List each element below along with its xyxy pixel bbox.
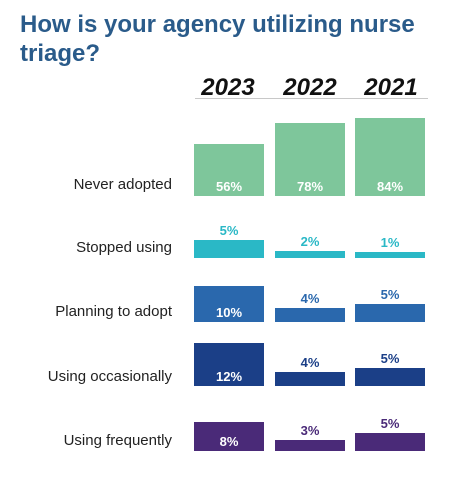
bar-planning-to-adopt-2021: [355, 304, 425, 322]
value-label-using-frequently-2022: 3%: [300, 423, 320, 438]
value-label-using-frequently-2021: 5%: [380, 416, 400, 431]
bar-never-adopted-2023: [194, 144, 264, 196]
value-label-stopped-using-2022: 2%: [300, 234, 320, 249]
bar-planning-to-adopt-2023: [194, 286, 264, 322]
value-label-planning-to-adopt-2023: 10%: [215, 305, 243, 320]
category-label-planning-to-adopt: Planning to adopt: [55, 303, 172, 320]
year-label-2023: 2023: [201, 74, 255, 101]
bar-stopped-using-2022: [275, 251, 345, 258]
value-label-never-adopted-2023: 56%: [215, 179, 243, 194]
value-label-stopped-using-2023: 5%: [219, 223, 239, 238]
bar-using-occasionally-2022: [275, 372, 345, 386]
bar-stopped-using-2021: [355, 252, 425, 258]
value-label-using-occasionally-2022: 4%: [300, 355, 320, 370]
category-label-using-frequently: Using frequently: [63, 432, 172, 449]
value-label-using-occasionally-2023: 12%: [215, 369, 243, 384]
header-divider: [195, 98, 428, 99]
value-label-using-frequently-2023: 8%: [219, 434, 239, 449]
bar-using-occasionally-2023: [194, 343, 264, 386]
bar-using-occasionally-2021: [355, 368, 425, 386]
category-label-using-occasionally: Using occasionally: [47, 368, 172, 385]
bar-stopped-using-2023: [194, 240, 264, 258]
bar-using-frequently-2021: [355, 433, 425, 451]
category-label-never-adopted: Never adopted: [73, 176, 172, 193]
bar-never-adopted-2021: [355, 118, 425, 196]
value-label-using-occasionally-2021: 5%: [380, 351, 400, 366]
bar-planning-to-adopt-2022: [275, 308, 345, 322]
chart-title: How is your agency utilizing nurse triag…: [20, 11, 415, 67]
value-label-never-adopted-2021: 84%: [376, 179, 404, 194]
value-label-planning-to-adopt-2021: 5%: [380, 287, 400, 302]
value-label-planning-to-adopt-2022: 4%: [300, 291, 320, 306]
bar-never-adopted-2022: [275, 123, 345, 196]
year-label-2021: 2021: [364, 74, 418, 101]
value-label-stopped-using-2021: 1%: [380, 235, 400, 250]
bar-using-frequently-2022: [275, 440, 345, 451]
value-label-never-adopted-2022: 78%: [296, 179, 324, 194]
category-label-stopped-using: Stopped using: [76, 239, 172, 256]
bar-using-frequently-2023: [194, 422, 264, 451]
year-label-2022: 2022: [283, 74, 337, 101]
